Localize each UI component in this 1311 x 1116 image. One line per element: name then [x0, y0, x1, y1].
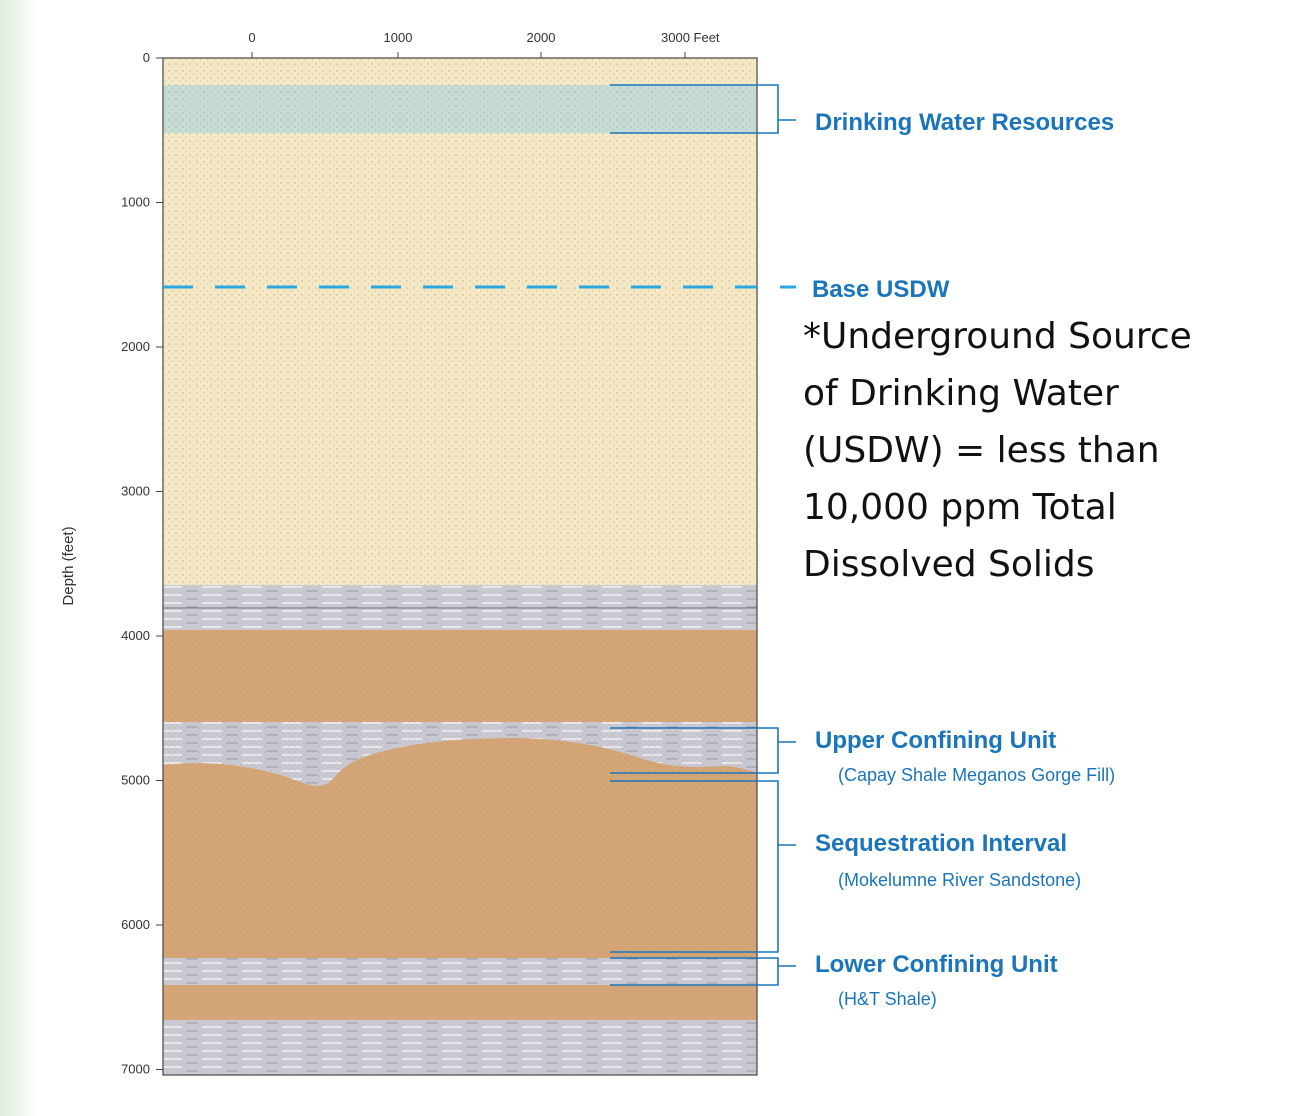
- label-title: Drinking Water Resources: [815, 109, 1114, 136]
- note-line: 10,000 ppm Total: [803, 487, 1117, 528]
- note-line: (USDW) = less than: [803, 430, 1160, 471]
- label-subtitle: (H&T Shale): [838, 989, 937, 1009]
- note-line: *Underground Source: [803, 316, 1192, 357]
- label-subtitle: (Mokelumne River Sandstone): [838, 870, 1081, 890]
- y-tick-label: 5000: [121, 773, 150, 788]
- label-subtitle: (Capay Shale Meganos Gorge Fill): [838, 765, 1115, 785]
- label-title: Base USDW: [812, 276, 950, 303]
- axis-title: Depth (feet): [60, 526, 77, 605]
- note-line: Dissolved Solids: [803, 544, 1095, 585]
- x-tick-label: 1000: [384, 30, 413, 45]
- sandstone-layer: [163, 985, 757, 1020]
- label-title: Upper Confining Unit: [815, 727, 1056, 754]
- page: {"axis":{"top_ticks":["0","1000","2000",…: [0, 0, 1311, 1116]
- x-tick-label: 3000 Feet: [661, 30, 720, 45]
- y-tick-label: 0: [143, 50, 150, 65]
- sand-texture: [163, 58, 757, 585]
- label-title: Lower Confining Unit: [815, 951, 1058, 978]
- y-tick-label: 2000: [121, 339, 150, 354]
- sandstone-texture: [163, 630, 757, 958]
- label-title: Sequestration Interval: [815, 830, 1067, 857]
- y-tick-label: 1000: [121, 195, 150, 210]
- note-line: of Drinking Water: [803, 373, 1119, 414]
- shale-layer: [163, 1020, 757, 1075]
- cross-section: [163, 58, 796, 1075]
- y-tick-label: 7000: [121, 1062, 150, 1077]
- aquifer-texture: [163, 85, 757, 133]
- y-tick-label: 4000: [121, 628, 150, 643]
- y-tick-label: 3000: [121, 484, 150, 499]
- diagram: Drinking Water Resources Base USDW Upper…: [0, 0, 1311, 1116]
- x-tick-label: 2000: [527, 30, 556, 45]
- shale-layer: [163, 958, 757, 985]
- y-tick-label: 6000: [121, 917, 150, 932]
- x-tick-label: 0: [248, 30, 255, 45]
